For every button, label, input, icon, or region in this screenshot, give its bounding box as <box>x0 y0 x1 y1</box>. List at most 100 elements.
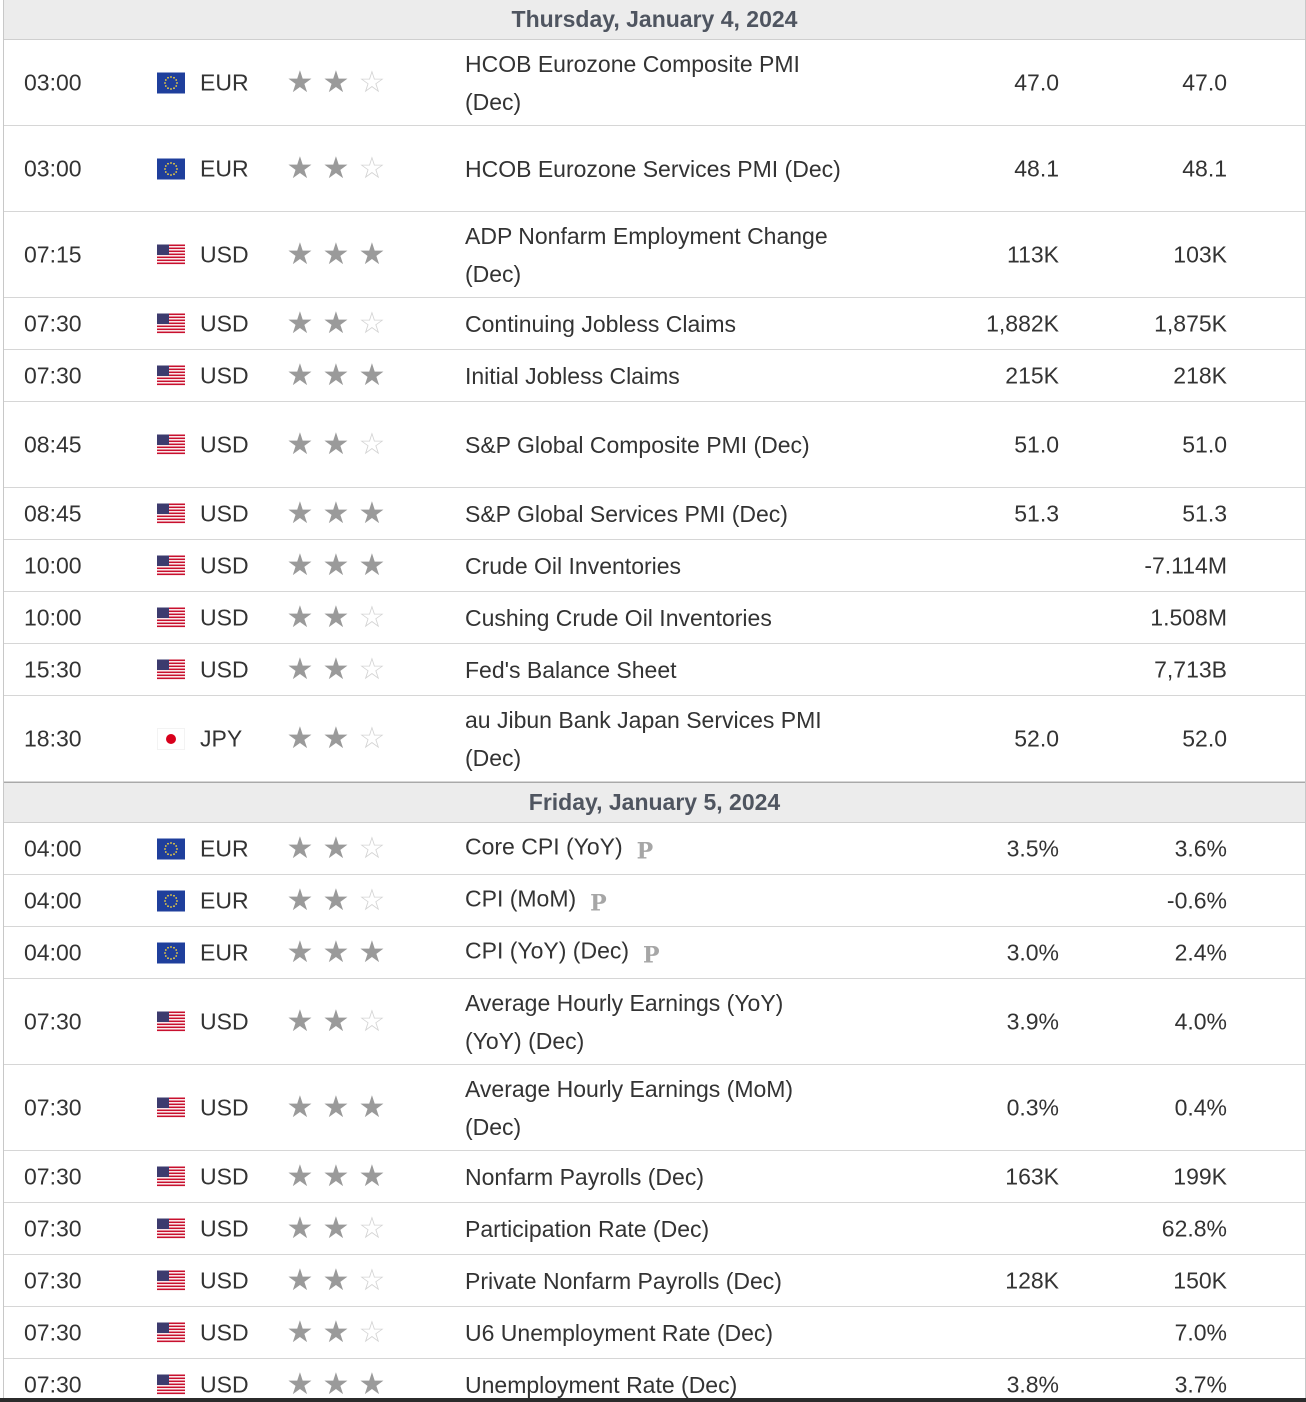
economic-calendar: Thursday, January 4, 2024 03:00 EUR ★ ★ ☆ HCOB… <box>3 0 1306 1402</box>
event-row[interactable]: 10:00 USD ★ ★ ★ Crude Oil Inventories -7.114M <box>4 540 1305 592</box>
event-row[interactable]: 10:00 USD ★ ★ ☆ Cushing Crude Oil Inventories… <box>4 592 1305 644</box>
event-title[interactable]: CPI (YoY) (Dec) <box>465 937 630 963</box>
event-title[interactable]: Nonfarm Payrolls (Dec) <box>465 1163 704 1190</box>
event-name[interactable]: S&P Global Services PMI (Dec) <box>465 495 845 533</box>
eu-flag <box>157 838 185 859</box>
event-row[interactable]: 03:00 EUR ★ ★ ☆ HCOB Eurozone Composite PMI (… <box>4 40 1305 126</box>
event-title[interactable]: Average Hourly Earnings (YoY) (YoY) (Dec… <box>465 989 784 1054</box>
importance-stars: ★ ★ ☆ <box>286 308 386 339</box>
currency-code: USD <box>200 1371 249 1397</box>
forecast-value: 163K <box>1005 1163 1059 1189</box>
event-name[interactable]: HCOB Eurozone Composite PMI (Dec) <box>465 45 845 121</box>
event-title[interactable]: HCOB Eurozone Services PMI (Dec) <box>465 155 841 182</box>
event-time: 07:15 <box>24 241 82 267</box>
event-name[interactable]: Average Hourly Earnings (YoY) (YoY) (Dec… <box>465 984 845 1060</box>
event-title[interactable]: Participation Rate (Dec) <box>465 1215 710 1242</box>
event-name[interactable]: Nonfarm Payrolls (Dec) <box>465 1158 845 1196</box>
event-title[interactable]: Crude Oil Inventories <box>465 552 682 579</box>
event-time: 08:45 <box>24 431 82 457</box>
event-name[interactable]: Fed's Balance Sheet <box>465 651 845 689</box>
previous-value: 3.6% <box>1174 835 1227 861</box>
event-row[interactable]: 07:30 USD ★ ★ ★ Initial Jobless Claims 215K 218… <box>4 350 1305 402</box>
star-filled-icon: ★ <box>358 237 386 271</box>
star-empty-icon: ☆ <box>358 1263 386 1297</box>
event-title[interactable]: Private Nonfarm Payrolls (Dec) <box>465 1267 782 1294</box>
jp-flag <box>157 728 185 749</box>
event-title[interactable]: Continuing Jobless Claims <box>465 310 737 337</box>
event-row[interactable]: 07:15 USD ★ ★ ★ ADP Nonfarm Employment Change… <box>4 212 1305 298</box>
us-flag <box>157 1270 185 1291</box>
star-empty-icon: ☆ <box>358 1211 386 1245</box>
event-row[interactable]: 07:30 USD ★ ★ ☆ U6 Unemployment Rate (Dec) 7.0… <box>4 1307 1305 1359</box>
event-title[interactable]: S&P Global Composite PMI (Dec) <box>465 431 810 458</box>
importance-stars: ★ ★ ☆ <box>286 153 386 184</box>
star-filled-icon: ★ <box>286 935 314 969</box>
event-title[interactable]: CPI (MoM) <box>465 885 577 911</box>
event-name[interactable]: S&P Global Composite PMI (Dec) <box>465 426 845 464</box>
event-name[interactable]: Unemployment Rate (Dec) <box>465 1366 845 1402</box>
event-name[interactable]: CPI (MoM) P <box>465 879 845 922</box>
preliminary-icon: P <box>590 890 607 916</box>
star-filled-icon: ★ <box>286 883 314 917</box>
event-name[interactable]: Cushing Crude Oil Inventories <box>465 599 845 637</box>
event-row[interactable]: 08:45 USD ★ ★ ★ S&P Global Services PMI (Dec)… <box>4 488 1305 540</box>
event-name[interactable]: CPI (YoY) (Dec) P <box>465 931 845 974</box>
event-row[interactable]: 07:30 USD ★ ★ ★ Nonfarm Payrolls (Dec) 163K 199… <box>4 1151 1305 1203</box>
eu-flag <box>157 942 185 963</box>
event-name[interactable]: HCOB Eurozone Services PMI (Dec) <box>465 150 845 188</box>
event-name[interactable]: Core CPI (YoY) P <box>465 827 845 870</box>
event-time: 04:00 <box>24 835 82 861</box>
previous-value: 103K <box>1173 241 1227 267</box>
event-title[interactable]: au Jibun Bank Japan Services PMI (Dec) <box>465 706 822 771</box>
event-row[interactable]: 07:30 USD ★ ★ ★ Unemployment Rate (Dec) 3.8% 3.… <box>4 1359 1305 1402</box>
us-flag <box>157 659 185 680</box>
event-name[interactable]: ADP Nonfarm Employment Change (Dec) <box>465 217 845 293</box>
event-row[interactable]: 03:00 EUR ★ ★ ☆ HCOB Eurozone Services PMI (D… <box>4 126 1305 212</box>
event-name[interactable]: Participation Rate (Dec) <box>465 1210 845 1248</box>
event-row[interactable]: 07:30 USD ★ ★ ☆ Continuing Jobless Claims 1,88… <box>4 298 1305 350</box>
event-row[interactable]: 07:30 USD ★ ★ ★ Average Hourly Earnings (MoM)… <box>4 1065 1305 1151</box>
event-name[interactable]: Private Nonfarm Payrolls (Dec) <box>465 1262 845 1300</box>
previous-value: -7.114M <box>1144 552 1227 578</box>
event-row[interactable]: 04:00 EUR ★ ★ ★ CPI (YoY) (Dec) P 3.0% 2.4% <box>4 927 1305 979</box>
event-title[interactable]: Core CPI (YoY) <box>465 833 623 859</box>
event-row[interactable]: 07:30 USD ★ ★ ☆ Private Nonfarm Payrolls (Dec… <box>4 1255 1305 1307</box>
us-flag <box>157 607 185 628</box>
event-title[interactable]: U6 Unemployment Rate (Dec) <box>465 1319 774 1346</box>
event-name[interactable]: Continuing Jobless Claims <box>465 305 845 343</box>
star-filled-icon: ★ <box>322 1004 350 1038</box>
event-title[interactable]: Initial Jobless Claims <box>465 362 680 389</box>
event-time: 07:30 <box>24 1008 82 1034</box>
currency-code: USD <box>200 1008 249 1034</box>
event-row[interactable]: 18:30 JPY ★ ★ ☆ au Jibun Bank Japan Services … <box>4 696 1305 782</box>
star-filled-icon: ★ <box>322 1159 350 1193</box>
event-title[interactable]: ADP Nonfarm Employment Change (Dec) <box>465 222 828 287</box>
star-empty-icon: ☆ <box>358 1315 386 1349</box>
event-name[interactable]: au Jibun Bank Japan Services PMI (Dec) <box>465 701 845 777</box>
event-row[interactable]: 08:45 USD ★ ★ ☆ S&P Global Composite PMI (Dec… <box>4 402 1305 488</box>
event-name[interactable]: Initial Jobless Claims <box>465 357 845 395</box>
currency-code: USD <box>200 431 249 457</box>
us-flag <box>157 313 185 334</box>
event-row[interactable]: 04:00 EUR ★ ★ ☆ CPI (MoM) P -0.6% <box>4 875 1305 927</box>
event-row[interactable]: 04:00 EUR ★ ★ ☆ Core CPI (YoY) P 3.5% 3.6% <box>4 823 1305 875</box>
event-time: 07:30 <box>24 1094 82 1120</box>
event-title[interactable]: Cushing Crude Oil Inventories <box>465 604 772 631</box>
event-name[interactable]: Crude Oil Inventories <box>465 547 845 585</box>
star-filled-icon: ★ <box>286 652 314 686</box>
event-time: 07:30 <box>24 362 82 388</box>
star-filled-icon: ★ <box>322 358 350 392</box>
star-filled-icon: ★ <box>286 1090 314 1124</box>
event-title[interactable]: Fed's Balance Sheet <box>465 656 677 683</box>
event-row[interactable]: 07:30 USD ★ ★ ☆ Participation Rate (Dec) 62.8% <box>4 1203 1305 1255</box>
event-title[interactable]: Unemployment Rate (Dec) <box>465 1371 738 1398</box>
event-title[interactable]: S&P Global Services PMI (Dec) <box>465 500 788 527</box>
event-row[interactable]: 15:30 USD ★ ★ ☆ Fed's Balance Sheet 7,713B <box>4 644 1305 696</box>
forecast-value: 1,882K <box>986 310 1059 336</box>
event-name[interactable]: U6 Unemployment Rate (Dec) <box>465 1314 845 1352</box>
event-name[interactable]: Average Hourly Earnings (MoM) (Dec) <box>465 1070 845 1146</box>
event-title[interactable]: HCOB Eurozone Composite PMI (Dec) <box>465 50 800 115</box>
importance-stars: ★ ★ ☆ <box>286 883 386 917</box>
event-title[interactable]: Average Hourly Earnings (MoM) (Dec) <box>465 1075 794 1140</box>
event-row[interactable]: 07:30 USD ★ ★ ☆ Average Hourly Earnings (YoY)… <box>4 979 1305 1065</box>
